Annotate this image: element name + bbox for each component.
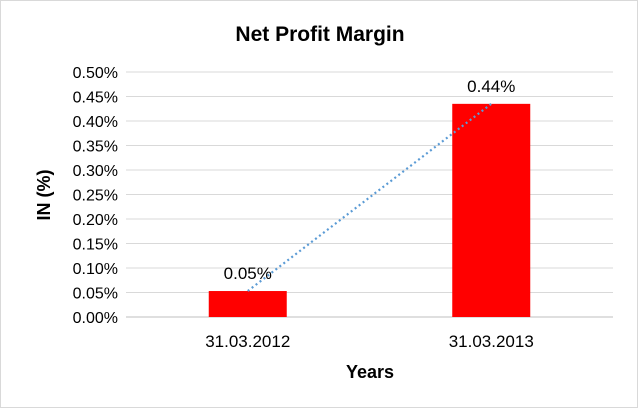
bar <box>452 103 531 317</box>
y-tick-label: 0.45% <box>73 90 118 107</box>
x-tick-label: 31.03.2013 <box>449 332 534 351</box>
y-tick-label: 0.15% <box>73 237 118 254</box>
y-tick-label: 0.25% <box>73 188 118 205</box>
y-tick-label: 0.35% <box>73 139 118 156</box>
data-label: 0.44% <box>467 77 515 96</box>
y-tick-label: 0.05% <box>73 286 118 303</box>
y-tick-label: 0.30% <box>73 163 118 180</box>
bar <box>208 291 287 317</box>
trendline <box>247 102 492 292</box>
y-tick-label: 0.40% <box>73 114 118 131</box>
chart-title: Net Profit Margin <box>235 23 404 46</box>
y-tick-label: 0.10% <box>73 261 118 278</box>
y-tick-label: 0.50% <box>73 65 118 82</box>
x-axis-label: Years <box>346 362 394 382</box>
y-axis-label: IN (%) <box>34 170 54 221</box>
y-tick-label: 0.00% <box>73 310 118 327</box>
x-tick-label: 31.03.2012 <box>205 332 290 351</box>
y-tick-label: 0.20% <box>73 212 118 229</box>
data-label: 0.05% <box>224 264 272 283</box>
